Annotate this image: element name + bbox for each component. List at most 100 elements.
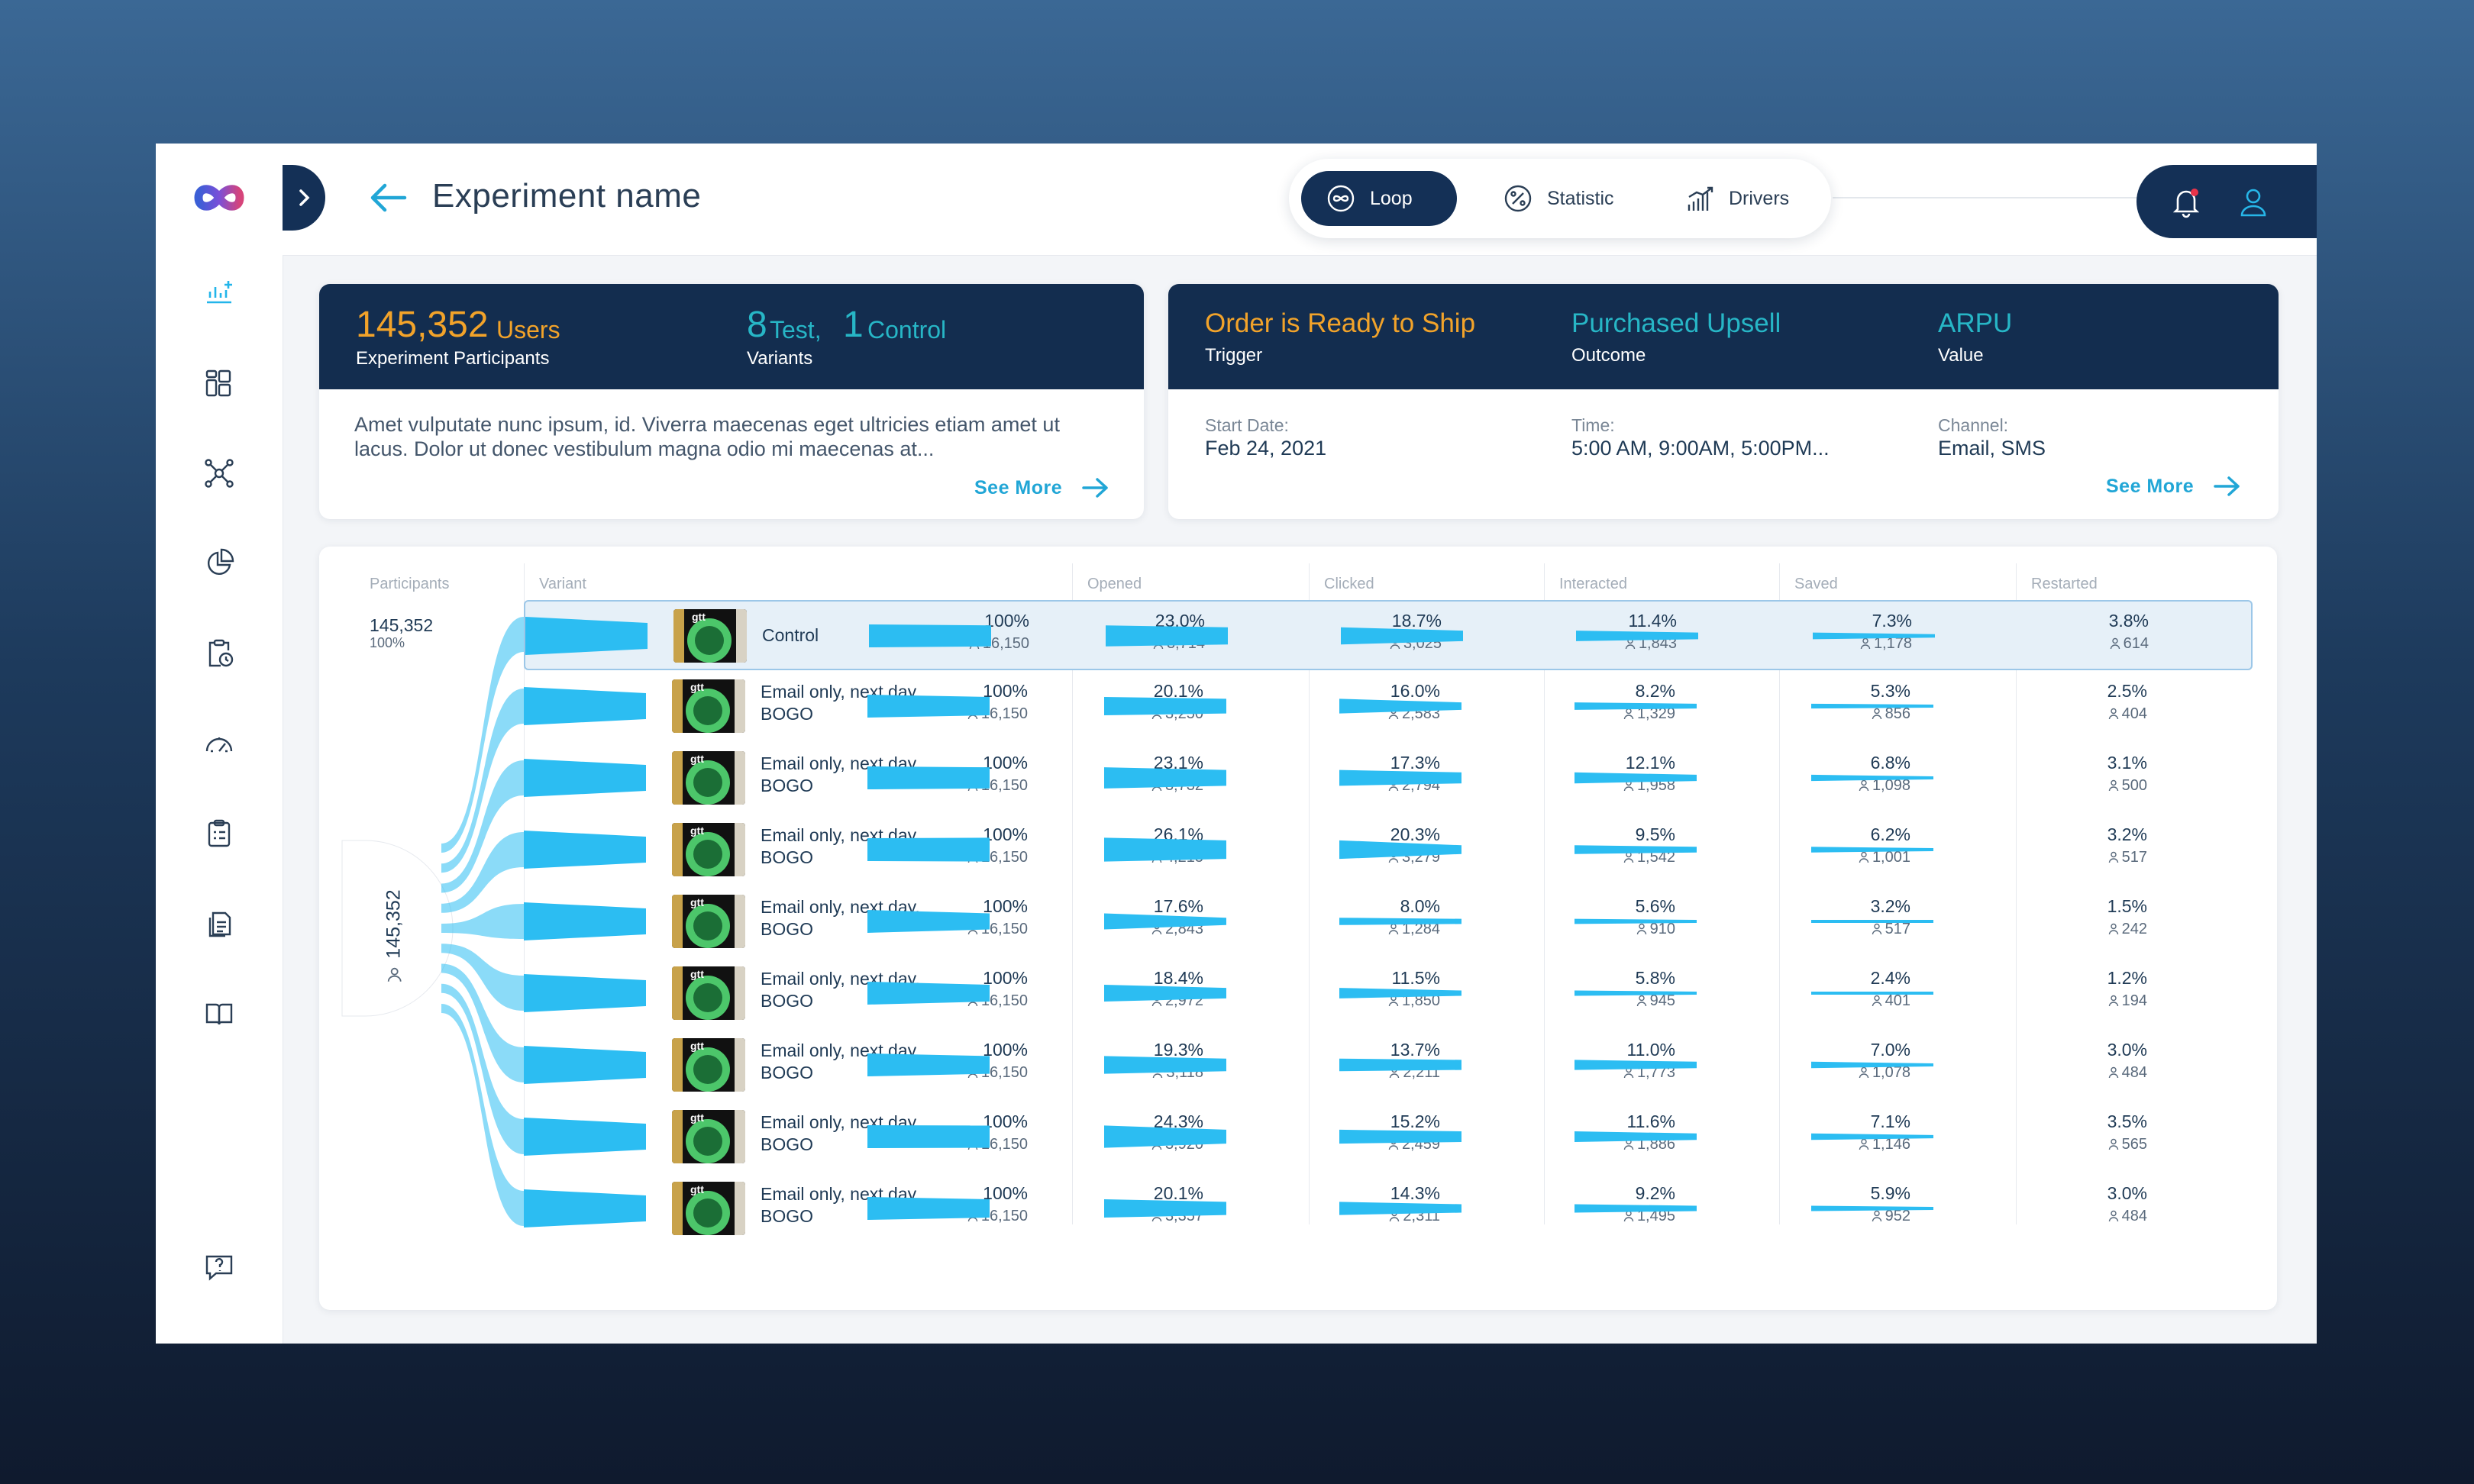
variant-name: Email only, next day, BOGO bbox=[761, 753, 920, 795]
dashboard-icon bbox=[205, 369, 231, 397]
user-icon bbox=[1859, 1066, 1869, 1079]
column-divider bbox=[1309, 563, 1310, 1224]
restarted-pct: 3.2% bbox=[2107, 824, 2147, 844]
clicked-pct: 15.2% bbox=[1390, 1111, 1440, 1131]
see-more-description-link[interactable]: See More bbox=[974, 476, 1111, 499]
variant-pct: 100% bbox=[983, 1040, 1028, 1060]
back-arrow-icon[interactable] bbox=[367, 179, 409, 217]
saved-flow-bar bbox=[1575, 1060, 1697, 1070]
documents-icon bbox=[208, 911, 231, 937]
restarted-pct: 2.5% bbox=[2107, 681, 2147, 701]
table-row[interactable]: gtt Email only, next day, BOGO 100% 16,150 1… bbox=[524, 1031, 2253, 1101]
users-value: 145,352 bbox=[356, 305, 489, 345]
restarted-pct: 3.0% bbox=[2107, 1040, 2147, 1060]
sidebar-item-library[interactable] bbox=[198, 992, 241, 1035]
help-chat-icon bbox=[205, 1255, 233, 1281]
sidebar-item-tasks[interactable] bbox=[198, 812, 241, 855]
variant-thumbnail[interactable]: gtt bbox=[673, 609, 747, 663]
table-row[interactable]: gtt Email only, next day, BOGO 100% 16,150 2… bbox=[524, 1102, 2253, 1173]
restarted-flow-bar bbox=[1811, 1061, 1933, 1069]
sidebar-item-network[interactable] bbox=[198, 452, 241, 495]
sidebar-item-performance[interactable] bbox=[198, 722, 241, 765]
restarted-flow-bar bbox=[1811, 1205, 1933, 1211]
table-row[interactable]: gtt Email only, next day, BOGO 100% 16,150 2… bbox=[524, 1174, 2253, 1244]
table-row[interactable]: gtt Email only, next day, BOGO 100% 16,150 2… bbox=[524, 672, 2253, 742]
clipboard-clock-icon bbox=[208, 639, 234, 667]
user-icon bbox=[2108, 1066, 2118, 1079]
funnel-total-node: 145,352 bbox=[371, 867, 417, 1005]
opened-flow-bar bbox=[869, 624, 991, 647]
users-unit: Users bbox=[496, 316, 560, 344]
funnel-branch bbox=[441, 760, 524, 893]
thumbnail-badge: gtt bbox=[690, 824, 704, 837]
variant-thumbnail[interactable]: gtt bbox=[672, 895, 745, 948]
interacted-count: 945 bbox=[1568, 992, 1675, 1010]
restarted-count: 614 bbox=[2042, 635, 2149, 653]
variant-thumbnail[interactable]: gtt bbox=[672, 1038, 745, 1092]
variant-thumbnail[interactable]: gtt bbox=[672, 1182, 745, 1235]
user-profile-icon[interactable] bbox=[2236, 185, 2271, 220]
thumbnail-badge: gtt bbox=[690, 896, 704, 908]
funnel-branch bbox=[441, 983, 524, 1154]
variant-thumbnail[interactable]: gtt bbox=[672, 823, 745, 876]
column-divider bbox=[1072, 563, 1073, 1224]
interacted-pct: 9.2% bbox=[1635, 1183, 1675, 1203]
table-row[interactable]: gtt Email only, next day, BOGO 100% 16,150 1… bbox=[524, 887, 2253, 957]
tab-statistic-label: Statistic bbox=[1547, 187, 1614, 209]
saved-pct: 6.2% bbox=[1870, 824, 1910, 844]
sidebar-item-documents[interactable] bbox=[198, 902, 241, 945]
clicked-flow-bar bbox=[1104, 913, 1226, 930]
saved-pct: 5.3% bbox=[1870, 681, 1910, 701]
expand-sidebar-button[interactable] bbox=[283, 165, 325, 231]
tab-loop[interactable]: Loop bbox=[1301, 171, 1457, 226]
tab-statistic[interactable]: Statistic bbox=[1503, 171, 1614, 226]
user-icon bbox=[2108, 1138, 2118, 1150]
clicked-pct: 8.0% bbox=[1400, 896, 1440, 916]
experiment-description: Amet vulputate nunc ipsum, id. Viverra m… bbox=[354, 413, 1060, 460]
table-row[interactable]: gtt Email only, next day, BOGO 100% 16,150 1… bbox=[524, 959, 2253, 1029]
user-icon bbox=[387, 967, 401, 982]
variant-thumbnail[interactable]: gtt bbox=[672, 751, 745, 805]
saved-count: 1,098 bbox=[1804, 777, 1910, 795]
table-row[interactable]: gttControl100%16,15023.0%3,71418.7%3,025… bbox=[524, 600, 2253, 670]
restarted-count: 404 bbox=[2040, 705, 2147, 723]
see-more-config-link[interactable]: See More bbox=[2106, 475, 2243, 498]
sidebar-item-new-experiment[interactable] bbox=[198, 272, 241, 315]
clicked-pct: 16.0% bbox=[1390, 681, 1440, 701]
table-row[interactable]: gtt Email only, next day, BOGO 100% 16,150 2… bbox=[524, 744, 2253, 814]
variant-pct: 100% bbox=[984, 611, 1029, 631]
user-icon bbox=[1872, 995, 1881, 1007]
col-header-variant: Variant bbox=[539, 576, 586, 592]
interacted-flow-bar bbox=[1339, 840, 1461, 860]
test-label: Test, bbox=[770, 316, 822, 344]
value-metric: ARPU bbox=[1938, 308, 2013, 338]
user-actions bbox=[2136, 165, 2317, 238]
clicked-pct: 20.3% bbox=[1390, 824, 1440, 844]
restarted-flow-bar bbox=[1811, 703, 1933, 709]
variant-pct: 100% bbox=[983, 968, 1028, 988]
thumbnail-badge: gtt bbox=[690, 1040, 704, 1052]
control-count: 1 bbox=[843, 305, 864, 345]
variant-pct: 100% bbox=[983, 1111, 1028, 1131]
sidebar-item-help[interactable] bbox=[198, 1246, 241, 1289]
table-row[interactable]: gtt Email only, next day, BOGO 100% 16,150 2… bbox=[524, 815, 2253, 886]
variant-thumbnail[interactable]: gtt bbox=[672, 966, 745, 1020]
top-bar: Experiment name Loop Statistic Drivers bbox=[283, 144, 2317, 256]
user-icon bbox=[2110, 637, 2120, 650]
variant-bar bbox=[524, 1189, 646, 1228]
thumbnail-badge: gtt bbox=[690, 1183, 704, 1195]
col-header-restarted: Restarted bbox=[2031, 576, 2098, 592]
notification-bell-icon[interactable] bbox=[2169, 185, 2204, 220]
sidebar-item-reports[interactable] bbox=[198, 542, 241, 585]
variant-thumbnail[interactable]: gtt bbox=[672, 679, 745, 733]
sidebar-item-dashboard[interactable] bbox=[198, 362, 241, 405]
variant-pct: 100% bbox=[983, 896, 1028, 916]
app-logo[interactable] bbox=[179, 171, 260, 224]
variants-label: Variants bbox=[747, 348, 813, 369]
view-tabs: Loop Statistic Drivers bbox=[1289, 159, 1831, 238]
variant-thumbnail[interactable]: gtt bbox=[672, 1110, 745, 1163]
sidebar-item-schedule[interactable] bbox=[198, 632, 241, 675]
saved-count: 401 bbox=[1804, 992, 1910, 1010]
funnel-branch bbox=[441, 832, 524, 913]
tab-drivers[interactable]: Drivers bbox=[1684, 171, 1789, 226]
